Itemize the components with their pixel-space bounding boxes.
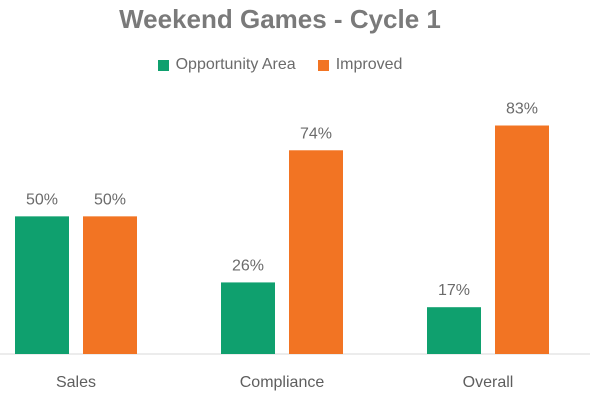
legend-label-opportunity-area: Opportunity Area — [175, 56, 296, 73]
x-tick-label-sales: Sales — [56, 374, 96, 391]
bar-opportunity-area-compliance — [221, 282, 275, 354]
x-tick-label-overall: Overall — [463, 374, 514, 391]
bar-opportunity-area-sales — [15, 216, 69, 354]
legend-swatch-improved — [317, 59, 329, 71]
data-label-improved-sales: 50% — [94, 191, 126, 208]
legend-swatch-opportunity-area — [157, 59, 169, 71]
legend-item-improved: Improved — [317, 56, 403, 74]
data-label-opportunity-area-sales: 50% — [26, 191, 58, 208]
bar-improved-overall — [495, 125, 549, 354]
x-tick-label-compliance: Compliance — [240, 374, 325, 391]
bar-improved-compliance — [289, 150, 343, 354]
chart-title: Weekend Games - Cycle 1 — [119, 4, 441, 34]
legend-label-improved: Improved — [335, 56, 403, 73]
legend: Opportunity Area Improved — [0, 56, 560, 74]
data-label-improved-overall: 83% — [506, 101, 538, 118]
data-label-improved-compliance: 74% — [300, 125, 332, 142]
bar-improved-sales — [83, 216, 137, 354]
legend-item-opportunity-area: Opportunity Area — [157, 56, 296, 74]
data-label-opportunity-area-overall: 17% — [438, 282, 470, 299]
data-label-opportunity-area-compliance: 26% — [232, 257, 264, 274]
bar-opportunity-area-overall — [427, 307, 481, 354]
